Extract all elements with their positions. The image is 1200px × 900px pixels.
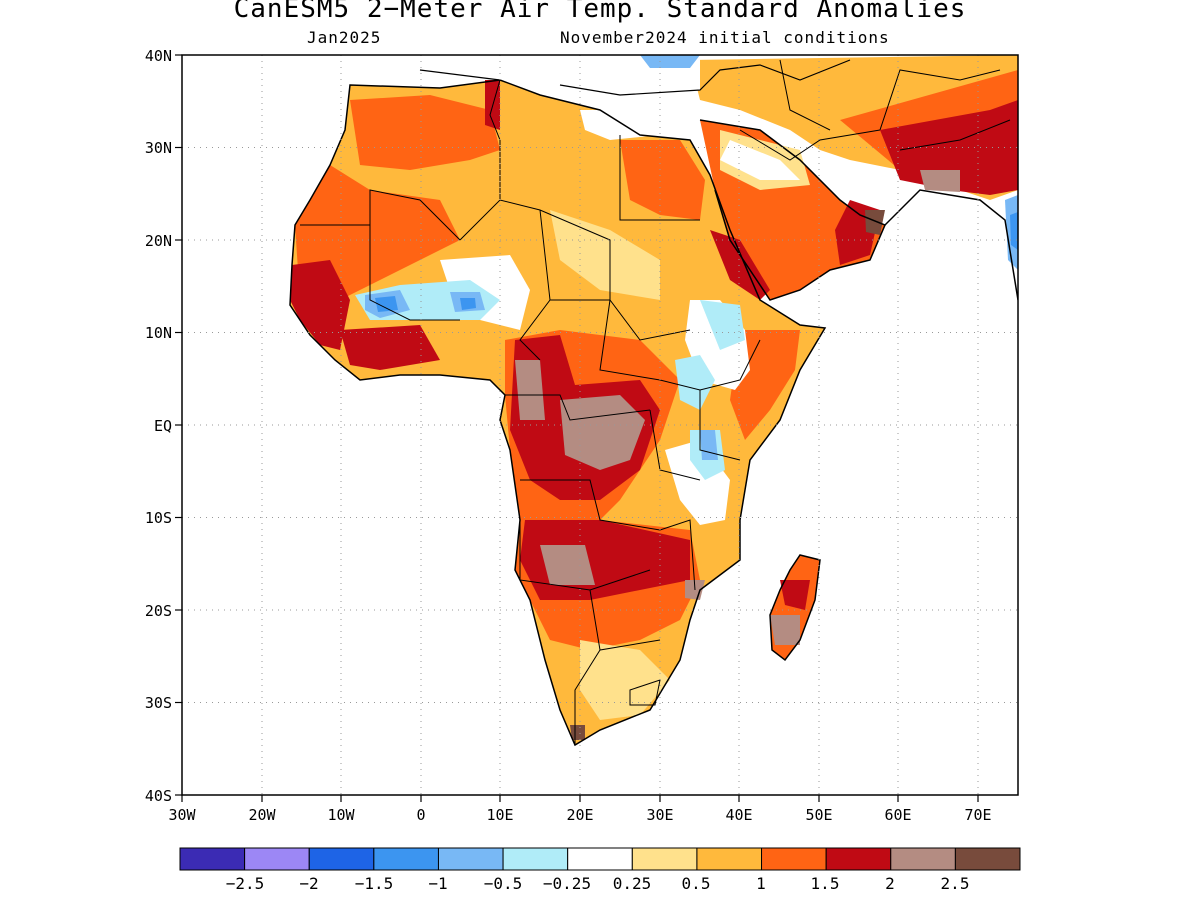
forecast-month: Jan2025 (307, 28, 382, 47)
lon-label: 70E (964, 806, 991, 824)
colorbar-swatch (890, 847, 956, 871)
colorbar (179, 847, 1021, 871)
anomaly-band (700, 300, 745, 350)
coastline (289, 79, 827, 747)
lon-label: 40E (725, 806, 752, 824)
anomaly-band (570, 725, 585, 740)
anomaly-band (580, 110, 660, 140)
lon-label: 10W (327, 806, 355, 824)
colorbar-swatch (631, 847, 698, 871)
colorbar-swatch (761, 847, 827, 871)
colorbar-label: −1.5 (355, 874, 394, 893)
anomaly-band (770, 615, 800, 645)
lon-label: 0 (416, 806, 425, 824)
anomaly-band (550, 210, 660, 300)
anomaly-band (290, 260, 350, 350)
colorbar-swatch (437, 847, 504, 871)
colorbar-swatch (308, 847, 375, 871)
lon-label: 60E (884, 806, 911, 824)
anomaly-band (780, 580, 810, 610)
anomaly-band (515, 360, 545, 420)
colorbar-label: −0.5 (484, 874, 523, 893)
colorbar-swatch (954, 847, 1021, 871)
anomaly-band (720, 140, 800, 180)
coastline (419, 59, 851, 96)
anomaly-band (920, 170, 960, 192)
coastline (884, 189, 1018, 301)
lon-label: 30E (646, 806, 673, 824)
colorbar-label: 0.25 (613, 874, 652, 893)
anomaly-band (540, 545, 595, 585)
lat-label: 10N (145, 324, 172, 342)
colorbar-swatch (179, 847, 246, 871)
lon-label: 10E (486, 806, 513, 824)
lon-labels: 30W 20W 10W 0 10E 20E 30E 40E 50E 60E 70… (168, 806, 991, 824)
anomaly-band (340, 325, 440, 370)
country-borders (300, 59, 1011, 745)
coastline (699, 119, 886, 301)
anomaly-band (1010, 212, 1018, 250)
colorbar-label: 0.5 (682, 874, 711, 893)
lat-label: 20S (145, 602, 172, 620)
lat-labels: 40N 30N 20N 10N EQ 10S 20S 30S 40S (145, 47, 172, 805)
colorbar-label: −2 (299, 874, 318, 893)
anomaly-band (710, 230, 770, 300)
anomaly-band (460, 298, 476, 310)
colorbar-swatch (244, 847, 310, 871)
colorbar-label: 1 (756, 874, 766, 893)
map-title: CanESM5 2−Meter Air Temp. Standard Anoma… (233, 0, 967, 24)
anomaly-field (289, 55, 1018, 747)
lon-label: 20W (248, 806, 276, 824)
anomaly-band (375, 296, 398, 312)
initial-conditions: November2024 initial conditions (560, 28, 890, 47)
anomaly-band (620, 140, 705, 220)
europe-fringe (420, 55, 700, 95)
colorbar-swatch (696, 847, 763, 871)
colorbar-swatch (373, 847, 439, 871)
anomaly-band (675, 355, 715, 410)
anomaly-band (700, 430, 718, 460)
colorbar-label: 2 (885, 874, 895, 893)
lon-label: 50E (805, 806, 832, 824)
colorbar-label: −1 (428, 874, 447, 893)
tick-marks (175, 54, 979, 802)
lat-label: 10S (145, 509, 172, 527)
colorbar-label: 1.5 (811, 874, 840, 893)
lat-label: 40N (145, 47, 172, 65)
anomaly-band (880, 100, 1018, 195)
coastline (769, 554, 821, 662)
lat-label: 30S (145, 694, 172, 712)
lon-label: 20E (566, 806, 593, 824)
lat-label: 30N (145, 139, 172, 157)
colorbar-label: −2.5 (226, 874, 265, 893)
anomaly-band (865, 210, 885, 235)
colorbar-labels: −2.5 −2 −1.5 −1 −0.5 −0.25 0.25 0.5 1 1.… (226, 874, 970, 893)
anomaly-band (350, 95, 500, 170)
anomaly-band (640, 55, 700, 68)
lat-label: 20N (145, 232, 172, 250)
anomaly-band (580, 640, 670, 720)
colorbar-swatch (502, 847, 569, 871)
colorbar-label: 2.5 (941, 874, 970, 893)
lat-label: 40S (145, 787, 172, 805)
graticule (182, 55, 1018, 795)
colorbar-swatch (825, 847, 892, 871)
lat-label: EQ (154, 417, 172, 435)
colorbar-swatch (567, 847, 633, 871)
colorbar-label: −0.25 (543, 874, 591, 893)
lon-label: 30W (168, 806, 196, 824)
